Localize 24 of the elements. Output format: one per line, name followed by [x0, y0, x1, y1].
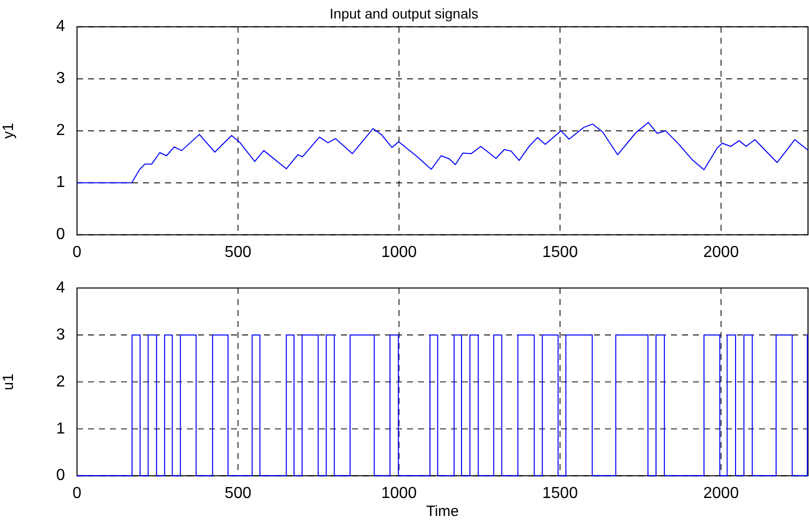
y-tick-label: 0 [56, 226, 66, 244]
y-tick-label: 1 [56, 174, 66, 192]
y-axis-title: u1 [0, 374, 18, 390]
y-axis-title: y1 [0, 122, 18, 139]
x-tick-label: 1000 [381, 244, 417, 261]
chart-title: Input and output signals [330, 5, 478, 22]
y-tick-label: 2 [56, 122, 66, 140]
y-tick-label: 4 [56, 279, 66, 296]
y-tick-label: 2 [56, 373, 66, 390]
x-tick-label: 1000 [381, 484, 417, 502]
y-tick-label: 0 [56, 467, 66, 484]
x-tick-label: 1500 [542, 244, 578, 261]
x-axis-title: Time [426, 503, 459, 520]
y-tick-label: 3 [56, 70, 66, 88]
y-tick-label: 4 [56, 18, 66, 36]
x-tick-label: 500 [224, 484, 252, 502]
x-tick-label: 2000 [703, 484, 739, 502]
x-tick-label: 500 [224, 244, 252, 261]
x-tick-label: 0 [72, 244, 82, 261]
y-tick-label: 3 [56, 326, 66, 344]
y-tick-label: 1 [56, 420, 66, 438]
x-tick-label: 1500 [542, 484, 578, 502]
x-tick-label: 0 [72, 484, 82, 502]
x-tick-label: 2000 [703, 244, 739, 261]
